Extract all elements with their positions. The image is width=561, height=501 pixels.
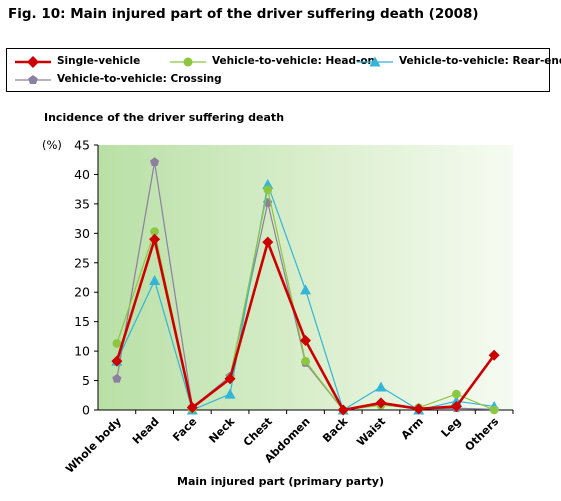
series-single-vehicle — [111, 233, 500, 416]
chart-subtitle: Incidence of the driver suffering death — [44, 111, 285, 124]
x-tick-label-arm: Arm — [399, 415, 426, 442]
y-axis-label: (%) — [42, 138, 62, 152]
data-point-vehicle-to-vehicle-head-on-whole-body — [112, 339, 122, 348]
data-point-single-vehicle-abdomen — [300, 335, 311, 347]
chart-title: Fig. 10: Main injured part of the driver… — [8, 6, 479, 22]
x-tick-label-waist: Waist — [354, 415, 388, 449]
x-tick-label-chest: Chest — [241, 415, 275, 449]
x-tick-label-neck: Neck — [206, 414, 237, 445]
y-tick-label: 25 — [74, 255, 90, 270]
data-point-vehicle-to-vehicle-head-on-abdomen — [301, 356, 310, 366]
axes — [94, 144, 514, 414]
y-tick-label: 40 — [74, 167, 90, 182]
data-point-single-vehicle-chest — [262, 236, 274, 248]
y-tick-label: 5 — [82, 373, 90, 388]
legend-marker-crossing — [15, 75, 51, 84]
series-layer — [111, 157, 500, 416]
data-point-single-vehicle-head — [149, 233, 161, 245]
y-tick-label: 35 — [74, 196, 90, 211]
data-point-vehicle-to-vehicle-rear-end-head — [149, 274, 161, 285]
x-axis-label: Main injured part (primary party) — [177, 475, 384, 488]
legend-label-crossing: Vehicle-to-vehicle: Crossing — [57, 73, 222, 85]
x-tick-label-whole-body: Whole body — [63, 415, 124, 476]
legend-marker-head-on — [170, 57, 206, 67]
legend-label-head-on: Vehicle-to-vehicle: Head-on — [212, 55, 376, 67]
x-tick-label-back: Back — [320, 414, 351, 445]
y-tick-label: 10 — [74, 344, 90, 359]
plot-area — [98, 145, 513, 410]
data-point-vehicle-to-vehicle-crossing-head — [150, 157, 160, 166]
data-point-vehicle-to-vehicle-head-on-head — [150, 227, 159, 236]
data-point-vehicle-to-vehicle-head-on-chest — [263, 185, 273, 195]
legend-marker-single-vehicle — [15, 56, 51, 68]
y-tick-label: 20 — [74, 285, 90, 300]
data-point-single-vehicle-waist — [375, 397, 387, 409]
legend-marker-rear-end — [357, 56, 393, 67]
data-point-single-vehicle-whole-body — [111, 355, 123, 367]
data-point-single-vehicle-back — [337, 404, 349, 416]
x-tick-label-leg: Leg — [439, 415, 464, 440]
data-point-vehicle-to-vehicle-head-on-others — [489, 405, 499, 415]
x-tick-label-head: Head — [130, 415, 162, 447]
legend-label-single-vehicle: Single-vehicle — [57, 55, 141, 67]
data-point-single-vehicle-neck — [224, 373, 236, 385]
y-tick-label: 15 — [74, 314, 90, 329]
legend: Single-vehicle Vehicle-to-vehicle: Head-… — [6, 48, 561, 92]
x-tick-label-face: Face — [170, 415, 199, 444]
data-point-vehicle-to-vehicle-head-on-leg — [452, 389, 461, 399]
data-point-vehicle-to-vehicle-rear-end-waist — [375, 381, 387, 392]
y-tick-label: 0 — [82, 403, 90, 418]
data-point-single-vehicle-arm — [413, 403, 425, 415]
data-point-single-vehicle-face — [186, 402, 198, 414]
y-tick-label: 45 — [74, 138, 90, 153]
data-point-vehicle-to-vehicle-rear-end-abdomen — [300, 284, 311, 295]
legend-label-rear-end: Vehicle-to-vehicle: Rear-end — [399, 55, 561, 67]
data-point-single-vehicle-others — [488, 349, 500, 361]
y-tick-label: 30 — [74, 226, 90, 241]
data-point-single-vehicle-leg — [450, 400, 462, 412]
data-point-vehicle-to-vehicle-crossing-whole-body — [112, 373, 122, 383]
data-point-vehicle-to-vehicle-rear-end-neck — [224, 388, 236, 399]
x-tick-label-others: Others — [462, 415, 501, 454]
